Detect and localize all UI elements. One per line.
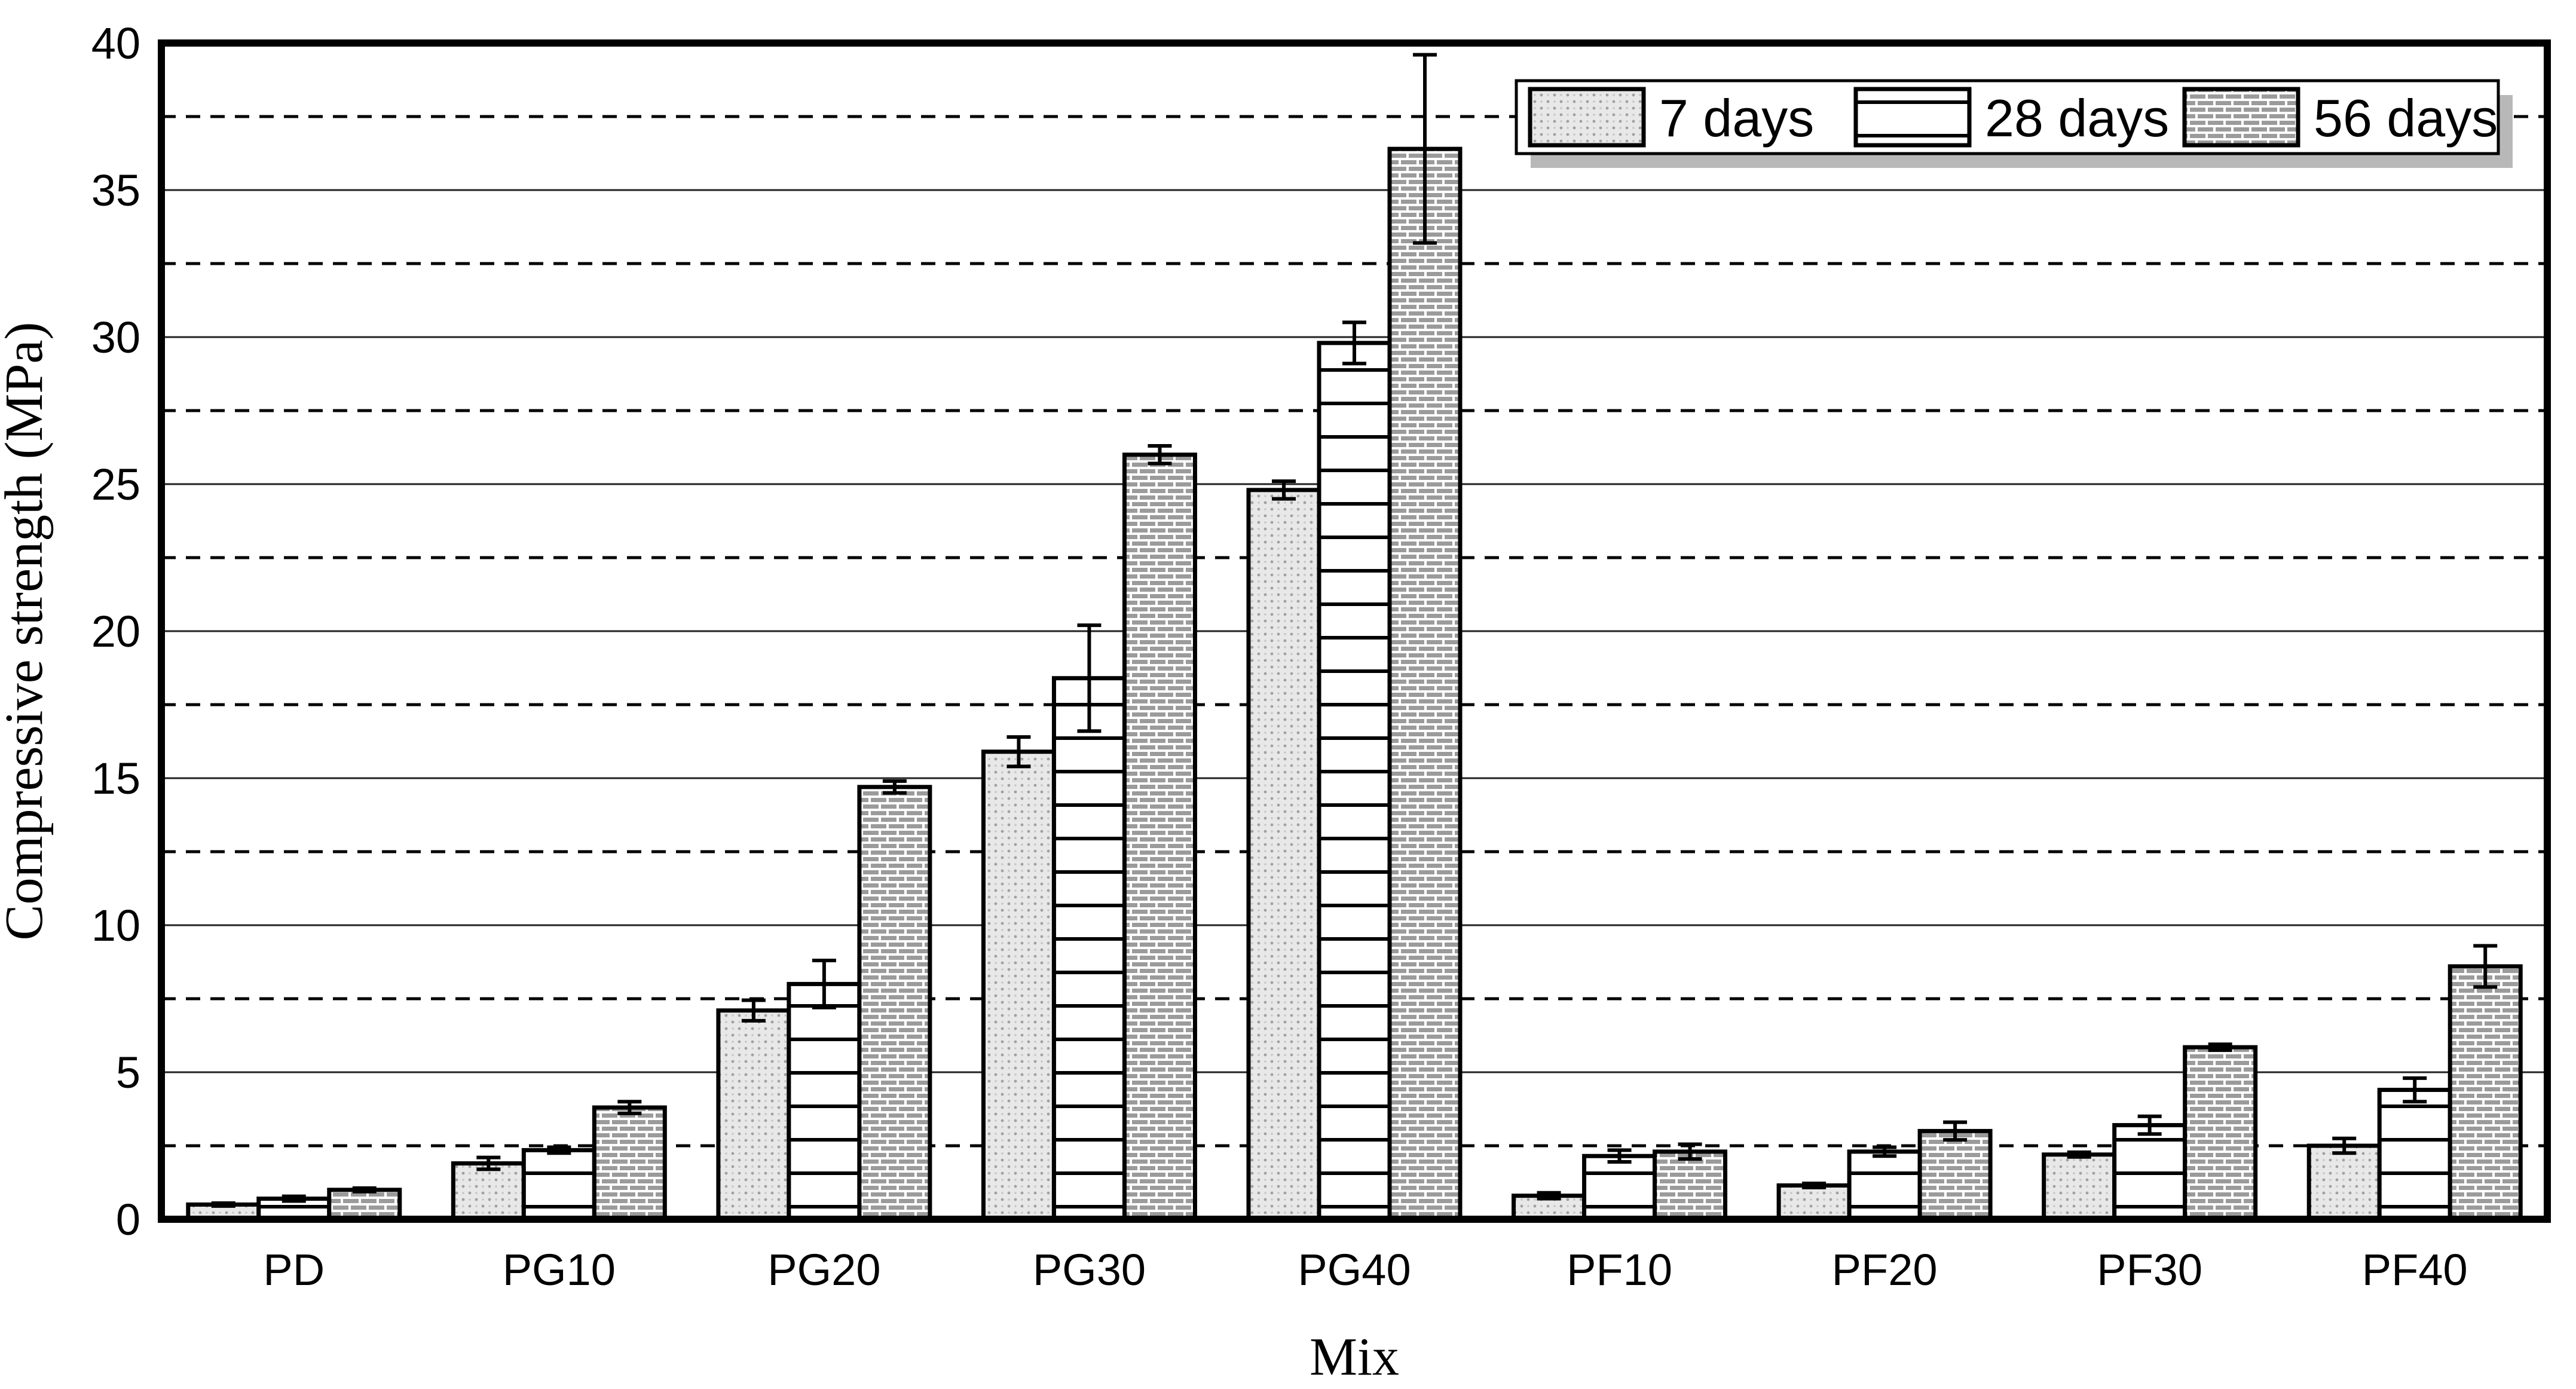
y-tick-label-35: 35 — [91, 166, 140, 215]
bar-PF40-7-days — [2306, 1143, 2382, 1222]
x-tick-label-PG40: PG40 — [1298, 1245, 1411, 1295]
x-tick-label-PG20: PG20 — [767, 1245, 880, 1295]
legend: 7 days 28 days 56 days — [1515, 79, 2513, 168]
bar-PF40-56-days — [2447, 964, 2523, 1222]
bar-PG30-28-days — [1051, 676, 1127, 1222]
bar-PG10-7-days — [451, 1161, 526, 1222]
x-tick-label-PF10: PF10 — [1567, 1245, 1672, 1295]
bar-PF30-7-days — [2042, 1152, 2117, 1222]
x-tick-label-PG30: PG30 — [1033, 1245, 1146, 1295]
y-tick-label-20: 20 — [91, 607, 140, 656]
bar-PF30-28-days — [2112, 1123, 2188, 1222]
y-tick-label-15: 15 — [91, 754, 140, 803]
y-tick-labels: 0 5 10 15 20 25 30 35 40 — [91, 19, 140, 1244]
bar-PG40-56-days — [1387, 146, 1463, 1222]
bar-PF20-56-days — [1917, 1128, 1993, 1222]
x-tick-label-PF30: PF30 — [2097, 1245, 2202, 1295]
x-tick-label-PF40: PF40 — [2362, 1245, 2468, 1295]
legend-swatch-7-days — [1528, 87, 1646, 148]
x-tick-label-PG10: PG10 — [503, 1245, 616, 1295]
legend-swatch-56-days — [2182, 87, 2300, 148]
bar-PF10-56-days — [1653, 1149, 1728, 1222]
bar-PG10-56-days — [592, 1105, 667, 1222]
bar-PG20-7-days — [716, 1008, 791, 1222]
y-tick-label-25: 25 — [91, 460, 140, 509]
bar-PF10-28-days — [1582, 1154, 1657, 1222]
y-tick-label-10: 10 — [91, 901, 140, 950]
y-tick-label-30: 30 — [91, 313, 140, 362]
x-axis-title: Mix — [1310, 1327, 1399, 1387]
legend-swatch-28-days — [1853, 87, 1972, 148]
bar-PG30-56-days — [1122, 452, 1197, 1222]
y-tick-label-40: 40 — [91, 19, 140, 68]
bar-PF40-28-days — [2377, 1088, 2452, 1222]
y-axis-title: Compressive strength (MPa) — [0, 322, 54, 941]
legend-label-56-days: 56 days — [2314, 88, 2498, 148]
y-tick-label-0: 0 — [116, 1195, 140, 1244]
legend-label-28-days: 28 days — [1985, 88, 2169, 148]
x-tick-label-PF20: PF20 — [1832, 1245, 1938, 1295]
bar-PF30-56-days — [2183, 1045, 2258, 1222]
bar-PD-56-days — [327, 1188, 402, 1222]
y-tick-label-5: 5 — [116, 1048, 140, 1097]
bar-PG10-28-days — [521, 1148, 596, 1222]
bar-PG40-28-days — [1317, 341, 1392, 1222]
bar-PF20-28-days — [1847, 1149, 1922, 1222]
legend-label-7-days: 7 days — [1659, 88, 1814, 148]
bar-PF20-7-days — [1776, 1183, 1852, 1222]
legend-entries: 7 days 28 days 56 days — [1528, 87, 2498, 148]
legend-box — [1515, 79, 2500, 155]
plot-border — [158, 39, 2551, 1223]
bar-PG20-28-days — [787, 981, 862, 1222]
x-tick-labels: PD PG10 PG20 PG30 PG40 PF10 PF20 PF30 PF40 — [263, 1245, 2467, 1295]
error-bars — [211, 53, 2498, 1208]
bar-PG20-56-days — [857, 785, 932, 1222]
bar-PG30-7-days — [981, 749, 1056, 1222]
bar-PG40-7-days — [1246, 488, 1321, 1222]
x-tick-label-PD: PD — [263, 1245, 325, 1295]
